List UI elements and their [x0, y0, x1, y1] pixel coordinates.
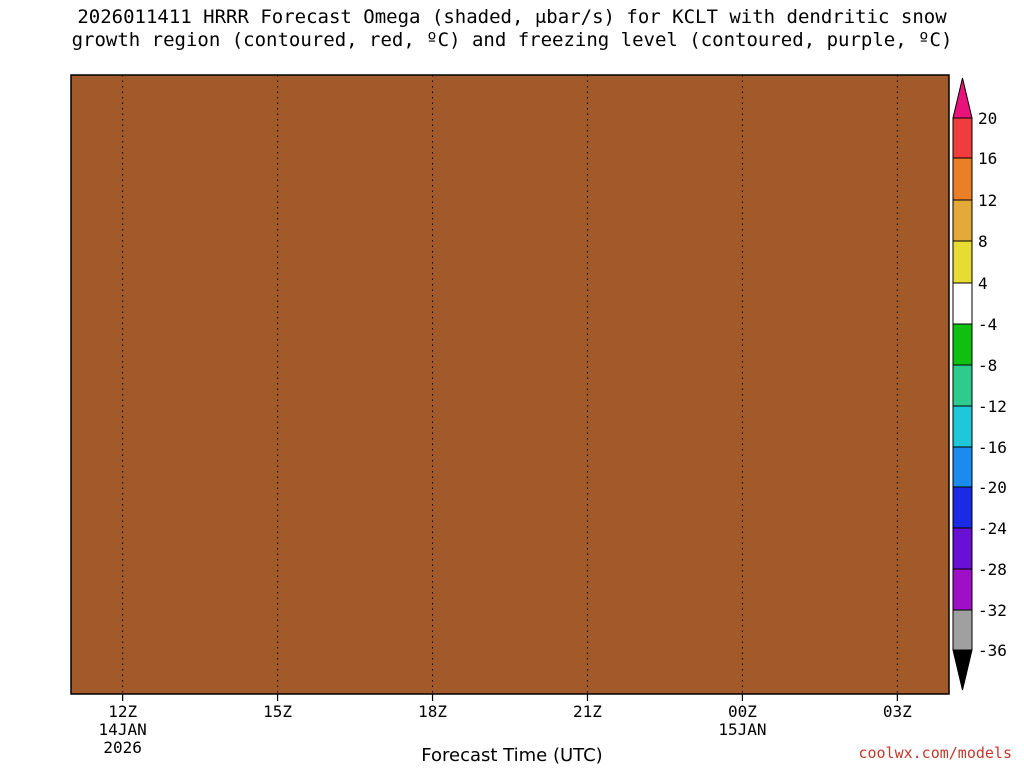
ground-layer — [71, 75, 949, 694]
colorbar-label-0: 20 — [978, 109, 997, 128]
grid-lines — [122, 75, 898, 694]
colorbar-top-arrow — [952, 77, 973, 119]
colorbar-label-7: -12 — [978, 397, 1007, 416]
colorbar-cell-1 — [952, 157, 973, 201]
colorbar-label-4: 4 — [978, 274, 988, 293]
x-tick-label-24: 00Z — [728, 702, 757, 721]
credit-link[interactable]: coolwx.com/models — [858, 744, 1012, 762]
colorbar-label-3: 8 — [978, 232, 988, 251]
colorbar-label-6: -8 — [978, 356, 997, 375]
plot-frame — [70, 74, 950, 695]
colorbar-cell-8 — [952, 446, 973, 488]
x-tick-sub2-12: 2026 — [103, 738, 142, 757]
colorbar-label-10: -24 — [978, 519, 1007, 538]
colorbar-label-2: 12 — [978, 191, 997, 210]
colorbar-label-1: 16 — [978, 149, 997, 168]
colorbar: 20 16 12 8 4 -4 -8 -12 -16 -20 -24 -28 -32 -36 — [952, 77, 1007, 691]
colorbar-label-9: -20 — [978, 478, 1007, 497]
colorbar-cell-11 — [952, 568, 973, 611]
colorbar-cell-9 — [952, 486, 973, 529]
colorbar-label-11: -28 — [978, 560, 1007, 579]
colorbar-label-5: -4 — [978, 315, 997, 334]
colorbar-label-12: -32 — [978, 601, 1007, 620]
x-tick-label-27: 03Z — [883, 702, 912, 721]
title-line-1: 2026011411 HRRR Forecast Omega (shaded, … — [77, 6, 947, 28]
colorbar-cell-2 — [952, 199, 973, 242]
chart-title: 2026011411 HRRR Forecast Omega (shaded, … — [0, 6, 1024, 52]
x-tick-label-18: 18Z — [418, 702, 447, 721]
colorbar-cell-0 — [952, 117, 973, 159]
x-axis-label: Forecast Time (UTC) — [421, 745, 603, 766]
colorbar-label-13: -36 — [978, 641, 1007, 660]
x-tick-label-15: 15Z — [263, 702, 292, 721]
colorbar-cell-3 — [952, 240, 973, 284]
title-line-2: growth region (contoured, red, ºC) and f… — [71, 29, 953, 51]
colorbar-cell-6 — [952, 364, 973, 407]
x-tick-label-12: 12Z — [108, 702, 137, 721]
colorbar-cell-7 — [952, 405, 973, 448]
colorbar-cell-4 — [952, 282, 973, 325]
x-tick-sub1-12: 14JAN — [99, 720, 147, 739]
x-tick-sub1-24: 15JAN — [718, 720, 766, 739]
colorbar-label-8: -16 — [978, 438, 1007, 457]
colorbar-cell-10 — [952, 527, 973, 570]
x-tick-label-21: 21Z — [573, 702, 602, 721]
ground-below-surface — [71, 75, 949, 694]
colorbar-cell-12 — [952, 609, 973, 651]
colorbar-bottom-arrow — [952, 649, 973, 691]
colorbar-cell-5 — [952, 323, 973, 366]
